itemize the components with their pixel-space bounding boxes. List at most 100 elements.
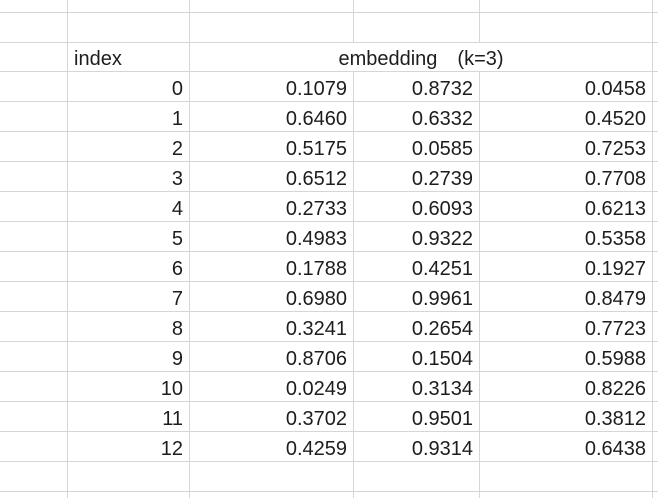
empty-cell[interactable] xyxy=(653,432,658,462)
embedding-value-cell[interactable]: 0.7723 xyxy=(480,312,653,342)
embedding-value-cell[interactable]: 0.4520 xyxy=(480,102,653,132)
empty-cell[interactable] xyxy=(0,132,68,162)
empty-cell[interactable] xyxy=(0,372,68,402)
empty-cell[interactable] xyxy=(653,102,658,132)
row-index-cell[interactable]: 12 xyxy=(68,432,190,462)
embedding-value-cell[interactable]: 0.9501 xyxy=(354,402,480,432)
row-index-cell[interactable]: 11 xyxy=(68,402,190,432)
embedding-value-cell[interactable]: 0.6512 xyxy=(190,162,354,192)
row-index-cell[interactable]: 3 xyxy=(68,162,190,192)
empty-cell[interactable] xyxy=(653,312,658,342)
empty-cell[interactable] xyxy=(653,462,658,492)
empty-cell[interactable] xyxy=(0,0,68,13)
empty-cell[interactable] xyxy=(0,312,68,342)
empty-cell[interactable] xyxy=(653,43,658,72)
row-index-cell[interactable]: 7 xyxy=(68,282,190,312)
embedding-value-cell[interactable]: 0.9314 xyxy=(354,432,480,462)
empty-cell[interactable] xyxy=(0,192,68,222)
empty-cell[interactable] xyxy=(0,402,68,432)
embedding-value-cell[interactable]: 0.6438 xyxy=(480,432,653,462)
empty-cell[interactable] xyxy=(480,462,653,492)
embedding-value-cell[interactable]: 0.7708 xyxy=(480,162,653,192)
empty-cell[interactable] xyxy=(0,13,68,43)
embedding-value-cell[interactable]: 0.6460 xyxy=(190,102,354,132)
embedding-value-cell[interactable]: 0.3241 xyxy=(190,312,354,342)
empty-cell[interactable] xyxy=(653,72,658,102)
row-index-cell[interactable]: 10 xyxy=(68,372,190,402)
row-index-cell[interactable]: 5 xyxy=(68,222,190,252)
empty-cell[interactable] xyxy=(0,72,68,102)
empty-cell[interactable] xyxy=(653,252,658,282)
embedding-value-cell[interactable]: 0.0249 xyxy=(190,372,354,402)
empty-cell[interactable] xyxy=(0,342,68,372)
empty-cell[interactable] xyxy=(190,462,354,492)
empty-cell[interactable] xyxy=(0,222,68,252)
embedding-value-cell[interactable]: 0.2739 xyxy=(354,162,480,192)
empty-cell[interactable] xyxy=(0,43,68,72)
embedding-value-cell[interactable]: 0.3812 xyxy=(480,402,653,432)
embedding-value-cell[interactable]: 0.8479 xyxy=(480,282,653,312)
empty-cell[interactable] xyxy=(653,132,658,162)
embedding-value-cell[interactable]: 0.4983 xyxy=(190,222,354,252)
empty-cell[interactable] xyxy=(68,492,190,498)
empty-cell[interactable] xyxy=(354,13,480,43)
row-index-cell[interactable]: 1 xyxy=(68,102,190,132)
empty-cell[interactable] xyxy=(480,492,653,498)
empty-cell[interactable] xyxy=(480,0,653,13)
embedding-header-cell[interactable]: embedding (k=3) xyxy=(190,43,653,72)
empty-cell[interactable] xyxy=(653,162,658,192)
embedding-value-cell[interactable]: 0.6980 xyxy=(190,282,354,312)
empty-cell[interactable] xyxy=(653,0,658,13)
embedding-value-cell[interactable]: 0.1079 xyxy=(190,72,354,102)
row-index-cell[interactable]: 8 xyxy=(68,312,190,342)
empty-cell[interactable] xyxy=(190,0,354,13)
row-index-cell[interactable]: 0 xyxy=(68,72,190,102)
empty-cell[interactable] xyxy=(480,13,653,43)
empty-cell[interactable] xyxy=(68,13,190,43)
empty-cell[interactable] xyxy=(653,402,658,432)
empty-cell[interactable] xyxy=(0,432,68,462)
empty-cell[interactable] xyxy=(68,462,190,492)
embedding-value-cell[interactable]: 0.3702 xyxy=(190,402,354,432)
embedding-value-cell[interactable]: 0.8732 xyxy=(354,72,480,102)
embedding-value-cell[interactable]: 0.6093 xyxy=(354,192,480,222)
embedding-value-cell[interactable]: 0.0458 xyxy=(480,72,653,102)
embedding-value-cell[interactable]: 0.8226 xyxy=(480,372,653,402)
embedding-value-cell[interactable]: 0.0585 xyxy=(354,132,480,162)
embedding-value-cell[interactable]: 0.5988 xyxy=(480,342,653,372)
empty-cell[interactable] xyxy=(354,462,480,492)
empty-cell[interactable] xyxy=(354,0,480,13)
empty-cell[interactable] xyxy=(653,222,658,252)
row-index-cell[interactable]: 6 xyxy=(68,252,190,282)
empty-cell[interactable] xyxy=(653,492,658,498)
embedding-value-cell[interactable]: 0.4259 xyxy=(190,432,354,462)
embedding-value-cell[interactable]: 0.1504 xyxy=(354,342,480,372)
empty-cell[interactable] xyxy=(0,102,68,132)
empty-cell[interactable] xyxy=(653,342,658,372)
empty-cell[interactable] xyxy=(190,492,354,498)
empty-cell[interactable] xyxy=(354,492,480,498)
row-index-cell[interactable]: 2 xyxy=(68,132,190,162)
embedding-value-cell[interactable]: 0.1927 xyxy=(480,252,653,282)
empty-cell[interactable] xyxy=(653,282,658,312)
row-index-cell[interactable]: 4 xyxy=(68,192,190,222)
embedding-value-cell[interactable]: 0.6332 xyxy=(354,102,480,132)
empty-cell[interactable] xyxy=(190,13,354,43)
embedding-value-cell[interactable]: 0.2733 xyxy=(190,192,354,222)
embedding-value-cell[interactable]: 0.1788 xyxy=(190,252,354,282)
empty-cell[interactable] xyxy=(0,462,68,492)
embedding-value-cell[interactable]: 0.5175 xyxy=(190,132,354,162)
embedding-value-cell[interactable]: 0.7253 xyxy=(480,132,653,162)
empty-cell[interactable] xyxy=(653,372,658,402)
empty-cell[interactable] xyxy=(653,13,658,43)
empty-cell[interactable] xyxy=(0,492,68,498)
embedding-value-cell[interactable]: 0.4251 xyxy=(354,252,480,282)
empty-cell[interactable] xyxy=(68,0,190,13)
embedding-value-cell[interactable]: 0.8706 xyxy=(190,342,354,372)
row-index-cell[interactable]: 9 xyxy=(68,342,190,372)
index-header-cell[interactable]: index xyxy=(68,43,190,72)
embedding-value-cell[interactable]: 0.6213 xyxy=(480,192,653,222)
empty-cell[interactable] xyxy=(0,162,68,192)
empty-cell[interactable] xyxy=(0,252,68,282)
empty-cell[interactable] xyxy=(653,192,658,222)
